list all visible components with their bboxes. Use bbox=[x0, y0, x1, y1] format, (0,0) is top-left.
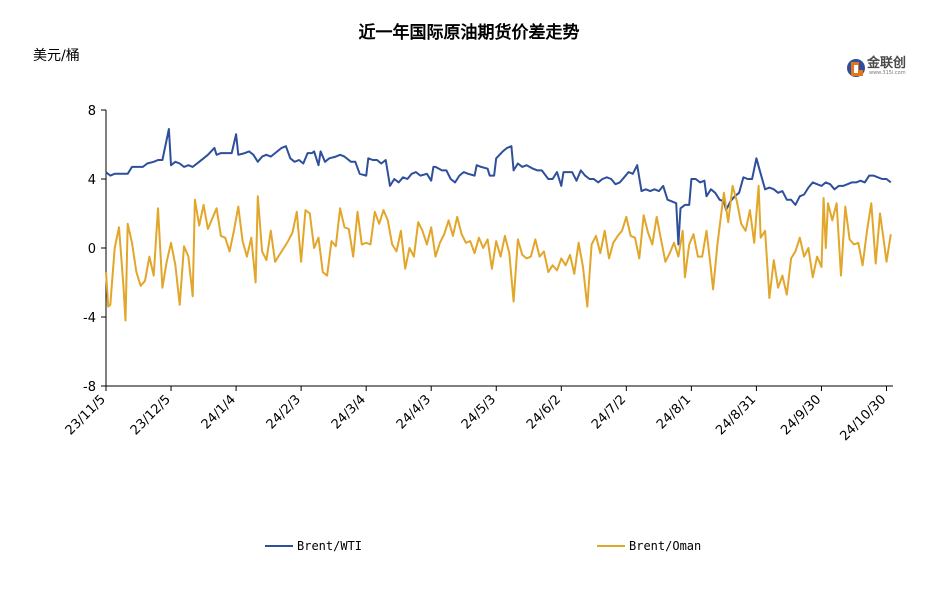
x-tick-label: 23/12/5 bbox=[128, 392, 174, 438]
logo-mark-icon bbox=[847, 59, 865, 77]
x-tick-label: 24/1/4 bbox=[199, 392, 239, 432]
y-tick-label: 8 bbox=[88, 104, 96, 119]
x-tick-label: 24/6/2 bbox=[524, 392, 564, 432]
brand-logo: 金联创 www.315i.com bbox=[845, 50, 915, 82]
x-tick-label: 24/10/30 bbox=[837, 392, 889, 444]
chart-title: 近一年国际原油期货价差走势 bbox=[358, 23, 580, 43]
y-tick-label: 4 bbox=[88, 173, 96, 188]
x-tick-label: 24/2/3 bbox=[264, 392, 304, 432]
x-tick-label: 24/5/3 bbox=[459, 392, 499, 432]
x-tick-label: 24/8/1 bbox=[654, 392, 694, 432]
legend-label: Brent/Oman bbox=[629, 539, 701, 553]
x-tick-label: 24/4/3 bbox=[394, 392, 434, 432]
y-tick-label: -8 bbox=[83, 380, 96, 395]
y-axis-unit-label: 美元/桶 bbox=[33, 48, 80, 64]
legend-label: Brent/WTI bbox=[297, 539, 362, 553]
logo-text: 金联创 bbox=[867, 56, 907, 71]
x-tick-label: 24/3/4 bbox=[329, 392, 369, 432]
series-line-brent-oman bbox=[105, 184, 892, 322]
y-tick-label: 0 bbox=[88, 242, 96, 257]
legend: Brent/WTI Brent/Oman bbox=[265, 539, 701, 553]
y-tick-label: -4 bbox=[83, 311, 96, 326]
x-tick-label: 24/8/31 bbox=[713, 392, 759, 438]
x-tick-label: 23/11/5 bbox=[63, 392, 109, 438]
x-tick-label: 24/7/2 bbox=[589, 392, 629, 432]
series-layer bbox=[105, 128, 892, 322]
logo-subtext: www.315i.com bbox=[869, 70, 906, 76]
x-tick-label: 24/9/30 bbox=[778, 392, 824, 438]
series-line-brent-wti bbox=[105, 128, 892, 246]
